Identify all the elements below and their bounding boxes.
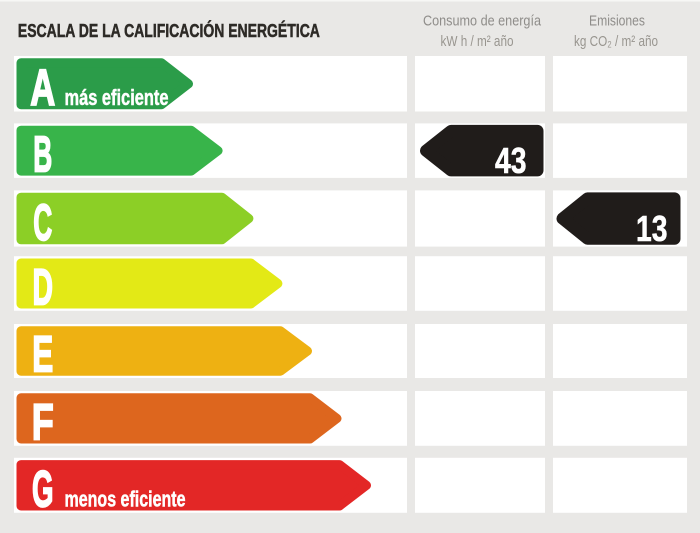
svg-text:13: 13	[636, 208, 668, 249]
svg-text:F: F	[32, 393, 54, 450]
svg-text:Emisiones: Emisiones	[589, 13, 645, 30]
svg-text:C: C	[33, 194, 52, 251]
svg-text:B: B	[33, 125, 52, 182]
svg-text:menos eficiente: menos eficiente	[65, 486, 186, 511]
svg-text:D: D	[32, 258, 53, 315]
svg-text:kW h / m² año: kW h / m² año	[441, 33, 514, 50]
svg-text:ESCALA DE LA CALIFICACIÓN ENER: ESCALA DE LA CALIFICACIÓN ENERGÉTICA	[18, 20, 320, 41]
svg-text:E: E	[32, 326, 53, 383]
svg-text:kg CO₂ / m² año: kg CO₂ / m² año	[574, 33, 658, 50]
svg-text:Consumo de energía: Consumo de energía	[423, 13, 541, 30]
svg-text:A: A	[30, 59, 55, 116]
svg-text:más eficiente: más eficiente	[65, 85, 169, 110]
svg-text:G: G	[32, 460, 54, 517]
svg-text:43: 43	[495, 140, 527, 181]
